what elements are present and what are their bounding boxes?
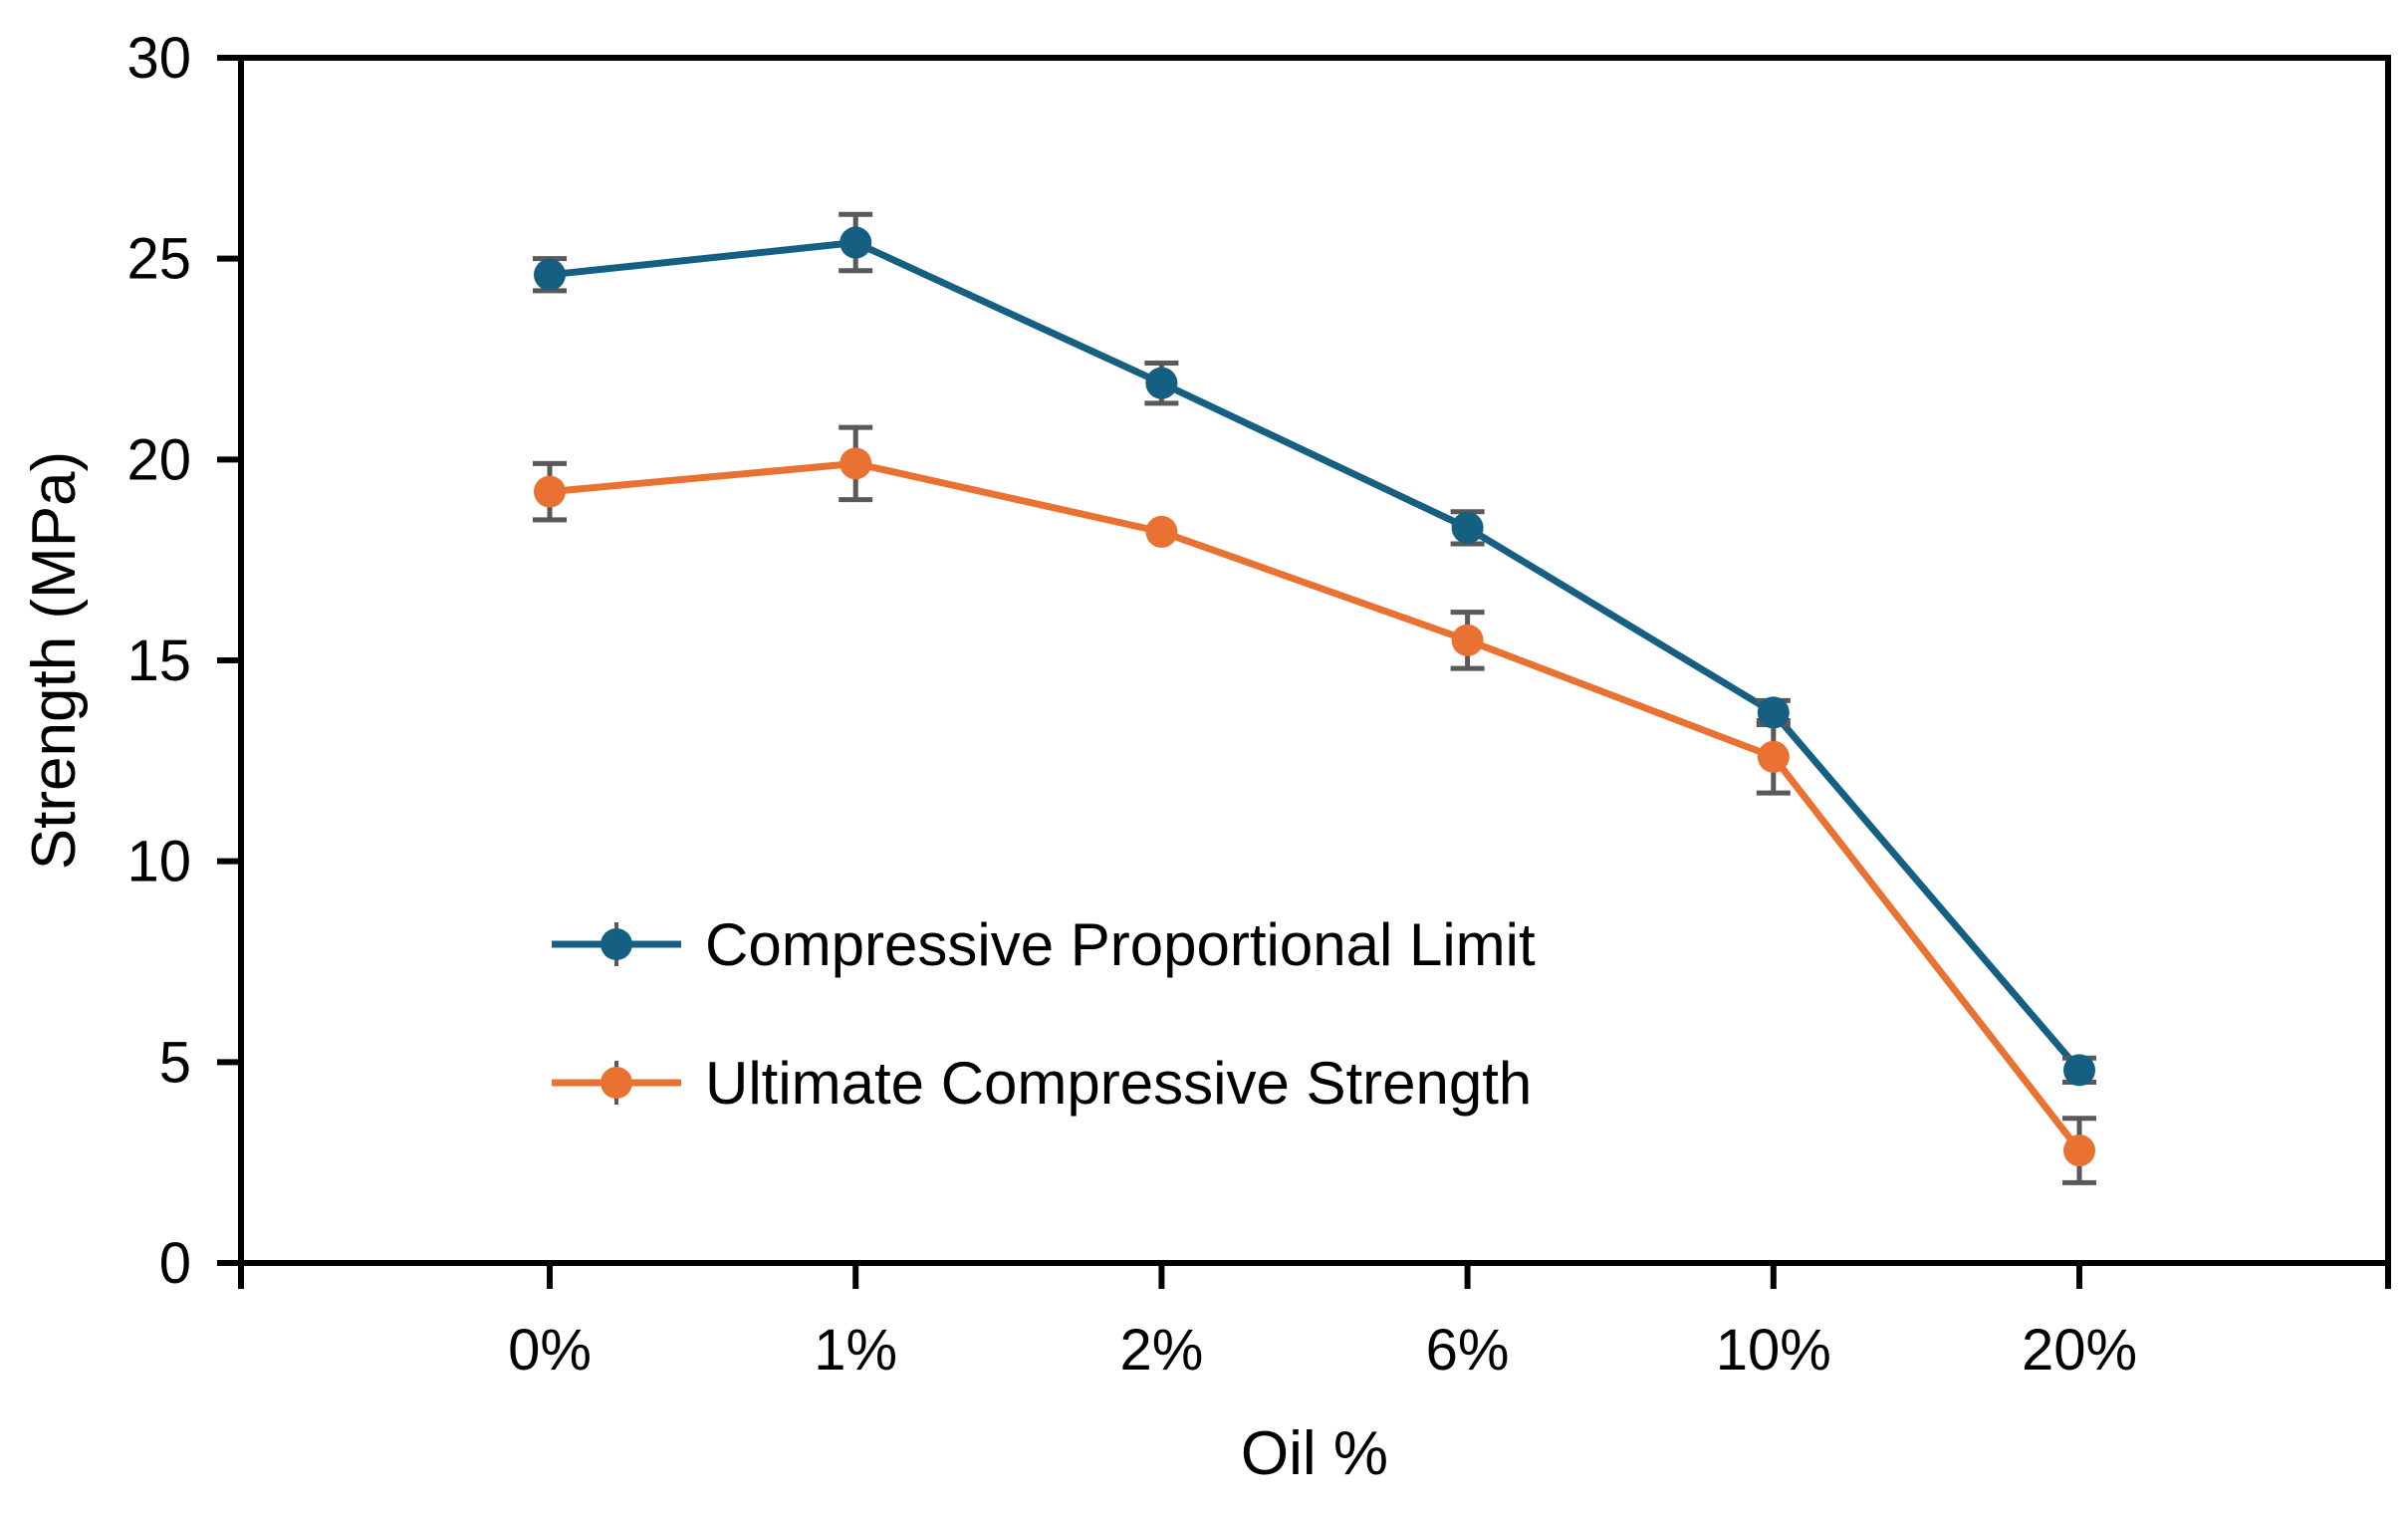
data-point [1451, 624, 1484, 656]
data-point [534, 258, 566, 291]
y-tick-label: 30 [126, 26, 191, 91]
y-axis-title: Strength (MPa) [20, 451, 89, 870]
data-point [840, 447, 872, 480]
y-tick-label: 20 [126, 427, 191, 492]
x-axis-title: Oil % [1241, 1419, 1388, 1488]
y-tick-label: 15 [126, 629, 191, 693]
data-point [1145, 367, 1178, 399]
data-point [1757, 696, 1790, 729]
series-line [546, 459, 2083, 1154]
series-line [546, 239, 2083, 1074]
data-point [840, 226, 872, 259]
y-tick-label: 25 [126, 227, 191, 292]
data-point [1451, 511, 1484, 544]
data-point [2063, 1135, 2095, 1167]
y-tick-label: 10 [126, 830, 191, 894]
data-point [1145, 515, 1178, 548]
x-tick-label: 10% [1716, 1318, 1831, 1383]
data-point [534, 475, 566, 508]
data-point [2063, 1054, 2095, 1087]
x-tick-label: 20% [2022, 1318, 2137, 1383]
y-tick-label: 0 [159, 1231, 191, 1296]
x-tick-label: 0% [508, 1318, 592, 1383]
x-tick-label: 2% [1119, 1318, 1203, 1383]
data-point [1757, 740, 1790, 773]
x-tick-label: 6% [1426, 1318, 1510, 1383]
y-tick-label: 5 [159, 1030, 191, 1095]
x-tick-label: 1% [814, 1318, 897, 1383]
